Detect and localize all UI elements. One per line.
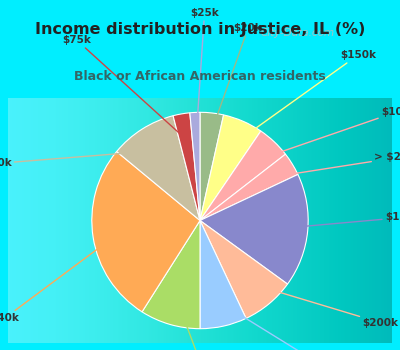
Text: $60k: $60k [177, 300, 242, 350]
Text: $200k: $200k [253, 284, 398, 328]
Wedge shape [200, 112, 224, 220]
Text: Income distribution in Justice, IL (%): Income distribution in Justice, IL (%) [35, 22, 365, 37]
Text: Black or African American residents: Black or African American residents [74, 70, 326, 83]
Text: $100k: $100k [282, 212, 400, 228]
Text: $25k: $25k [190, 8, 219, 138]
Wedge shape [200, 115, 261, 220]
Text: > $200k: > $200k [270, 152, 400, 177]
Wedge shape [142, 220, 200, 329]
Wedge shape [173, 113, 200, 220]
Wedge shape [200, 131, 286, 220]
Wedge shape [200, 154, 298, 220]
Wedge shape [200, 220, 288, 318]
Wedge shape [92, 152, 200, 312]
Wedge shape [200, 220, 246, 329]
Text: $150k: $150k [233, 50, 376, 145]
Text: $75k: $75k [62, 35, 186, 139]
Text: $40k: $40k [0, 233, 118, 323]
Wedge shape [190, 112, 200, 220]
Text: $20k: $20k [209, 23, 262, 138]
Wedge shape [117, 116, 200, 220]
Text: $50k: $50k [0, 151, 156, 168]
Text: $30k: $30k [218, 301, 357, 350]
Wedge shape [200, 174, 308, 284]
Text: City-Data.com: City-Data.com [261, 28, 335, 38]
Text: $10k: $10k [256, 107, 400, 160]
